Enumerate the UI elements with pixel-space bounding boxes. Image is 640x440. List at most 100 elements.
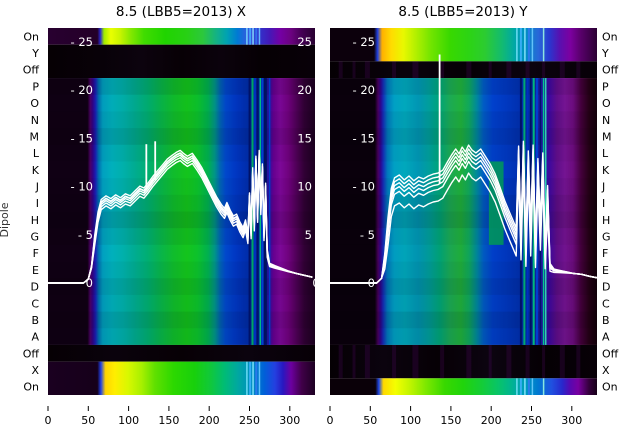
dark-stripe — [392, 344, 397, 379]
x-tick-label: 50 — [81, 414, 95, 427]
x-tick-label: 300 — [561, 414, 582, 427]
dark-stripe — [440, 61, 445, 79]
row-label-left: On — [23, 30, 39, 43]
y-tick-label-left: - 15 — [353, 131, 375, 145]
row-label-right: A — [602, 331, 610, 344]
row-label-left: P — [32, 80, 39, 93]
x-tick-label: 250 — [521, 414, 542, 427]
row-label-right: H — [602, 214, 610, 227]
row-shade — [330, 311, 597, 329]
row-label-right: Off — [602, 347, 619, 360]
bright-stripe — [249, 361, 252, 395]
dark-stripe — [364, 344, 370, 379]
dark-stripe — [559, 61, 565, 79]
row-label-left: Y — [31, 47, 39, 60]
dark-stripe — [559, 344, 565, 379]
dark-stripe — [352, 61, 356, 79]
y-tick-label-right: 25 — [297, 35, 312, 49]
panel-right-title: 8.5 (LBB5=2013) Y — [398, 4, 528, 20]
row-label-left: H — [31, 214, 39, 227]
panel-left: - 25 25- 20 20- 15 15- 10 10- 5 50 00 50 100 150 2… — [45, 28, 320, 427]
row-label-left: Off — [23, 347, 40, 360]
body-stripe — [261, 78, 264, 345]
y-tick-label-left: - 25 — [71, 35, 93, 49]
row-shade — [330, 294, 597, 312]
bright-stripe — [524, 28, 526, 62]
row-label-right: N — [602, 114, 610, 127]
row-shade — [330, 245, 597, 262]
heatmap-panels: - 25 25- 20 20- 15 15- 10 10- 5 50 00 50 100 150 2… — [45, 28, 597, 427]
heatmap-band-bright — [48, 361, 315, 395]
row-shade — [330, 111, 597, 129]
dark-stripe — [466, 344, 472, 379]
heatmap-band-dark — [330, 61, 597, 79]
row-label-left: Off — [23, 64, 40, 77]
row-label-left: O — [30, 97, 39, 110]
heatmap-band-bright — [330, 28, 597, 62]
x-tick-label: 200 — [199, 414, 220, 427]
bright-stripe — [531, 378, 534, 395]
row-shade — [48, 328, 315, 345]
x-tick-label: 250 — [239, 414, 260, 427]
row-label-right: X — [602, 364, 610, 377]
row-label-left: N — [31, 114, 39, 127]
y-tick-label-left: - 10 — [353, 180, 375, 194]
row-label-right: J — [601, 180, 605, 193]
heatmap-band-body — [48, 78, 315, 345]
y-tick-label-left: - 15 — [71, 131, 93, 145]
profile-curves — [330, 54, 597, 284]
dark-stripe — [466, 61, 472, 79]
row-shade — [48, 194, 315, 212]
x-tick-label: 150 — [440, 414, 461, 427]
bright-stripe — [527, 378, 530, 395]
row-label-right: P — [602, 80, 609, 93]
bright-stripe — [519, 28, 522, 62]
row-label-left: E — [32, 264, 39, 277]
row-shade — [48, 211, 315, 229]
bright-stripe — [252, 361, 254, 395]
row-label-right: F — [602, 247, 608, 260]
row-label-right: E — [602, 264, 609, 277]
body-stripe — [544, 78, 547, 345]
y-tick-label-left: - 10 — [71, 180, 93, 194]
x-tick-label: 100 — [400, 414, 421, 427]
heatmap-band-dark — [48, 344, 315, 362]
dark-stripe — [338, 344, 343, 379]
dark-stripe — [488, 344, 492, 379]
body-stripe — [251, 78, 254, 345]
bright-stripe — [542, 378, 545, 395]
dark-stripe — [525, 61, 530, 79]
bright-stripe — [249, 28, 252, 45]
row-label-right: On — [602, 30, 618, 43]
x-tick-label: 150 — [158, 414, 179, 427]
y-tick-label-left: 0 — [86, 276, 93, 290]
panel-left-title: 8.5 (LBB5=2013) X — [116, 4, 246, 20]
y-tick-label-left: 0 — [368, 276, 375, 290]
row-shade — [330, 328, 597, 345]
profile-trace — [48, 149, 313, 284]
row-label-left: X — [31, 364, 39, 377]
row-shade — [48, 144, 315, 162]
row-label-right: On — [602, 381, 618, 394]
y-tick-label-right: 20 — [297, 83, 312, 97]
dark-stripe — [506, 61, 512, 79]
row-label-left: C — [31, 297, 39, 310]
row-label-right: D — [602, 281, 610, 294]
bright-stripe — [542, 28, 545, 62]
row-shade — [48, 311, 315, 329]
dark-stripe — [412, 344, 419, 379]
row-label-right: Off — [602, 64, 619, 77]
bright-stripe — [516, 28, 518, 62]
bright-stripe — [258, 361, 261, 395]
dark-stripe — [364, 61, 370, 79]
dark-stripe — [352, 344, 356, 379]
y-tick-label-right: 5 — [305, 228, 312, 242]
dark-stripe — [542, 344, 546, 379]
y-axis-label: Dipole — [0, 202, 11, 237]
bright-stripe — [524, 378, 526, 395]
row-shade — [330, 211, 597, 229]
profile-curves — [48, 141, 313, 284]
profile-trace — [48, 152, 313, 284]
